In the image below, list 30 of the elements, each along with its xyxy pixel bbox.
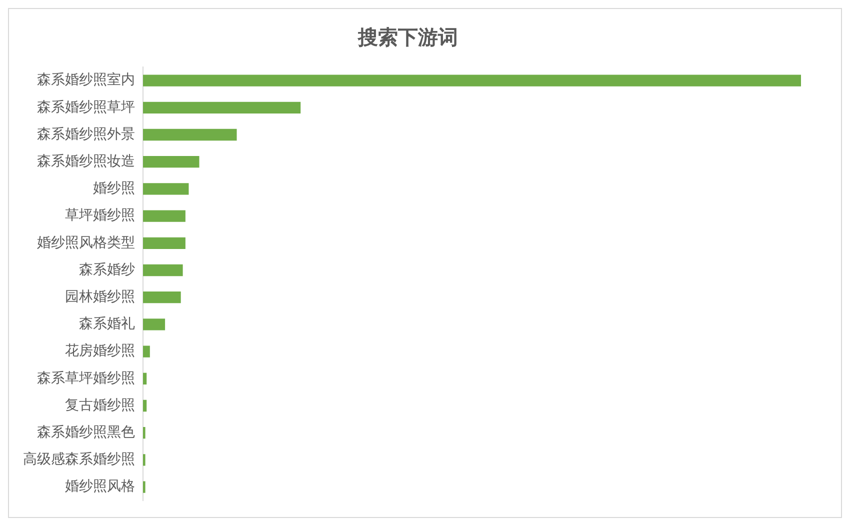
bar xyxy=(143,318,166,330)
bar xyxy=(143,102,301,114)
bar xyxy=(143,210,186,222)
y-tick-label: 高级感森系婚纱照 xyxy=(23,452,135,468)
bar xyxy=(143,183,189,195)
y-tick-label: 森系婚纱照草坪 xyxy=(37,99,135,116)
y-tick-label: 森系婚纱照外景 xyxy=(37,126,135,142)
y-tick-label: 森系婚纱 xyxy=(79,262,135,278)
bar xyxy=(143,292,181,304)
y-tick-label: 花房婚纱照 xyxy=(65,343,135,360)
chart-title: 搜索下游词 xyxy=(357,25,458,50)
y-tick-label: 森系婚纱照妆造 xyxy=(37,153,135,170)
bar xyxy=(143,400,147,412)
y-tick-label: 森系婚礼 xyxy=(79,316,135,332)
bar xyxy=(143,346,150,358)
y-tick-label: 婚纱照 xyxy=(93,180,135,197)
bar xyxy=(143,156,200,168)
bar xyxy=(143,74,801,86)
bar xyxy=(143,264,183,276)
y-tick-label: 复古婚纱照 xyxy=(65,397,135,414)
y-tick-label: 园林婚纱照 xyxy=(65,288,135,305)
y-tick-label: 森系婚纱照黑色 xyxy=(37,424,135,440)
y-tick-label: 婚纱照风格 xyxy=(65,478,135,495)
y-tick-label: 森系婚纱照室内 xyxy=(37,72,135,88)
y-tick-label: 草坪婚纱照 xyxy=(65,208,135,224)
bar xyxy=(143,372,147,384)
bar xyxy=(143,128,237,141)
y-tick-label: 婚纱照风格类型 xyxy=(37,234,135,251)
bar xyxy=(143,237,186,249)
y-tick-label: 森系草坪婚纱照 xyxy=(37,370,135,386)
